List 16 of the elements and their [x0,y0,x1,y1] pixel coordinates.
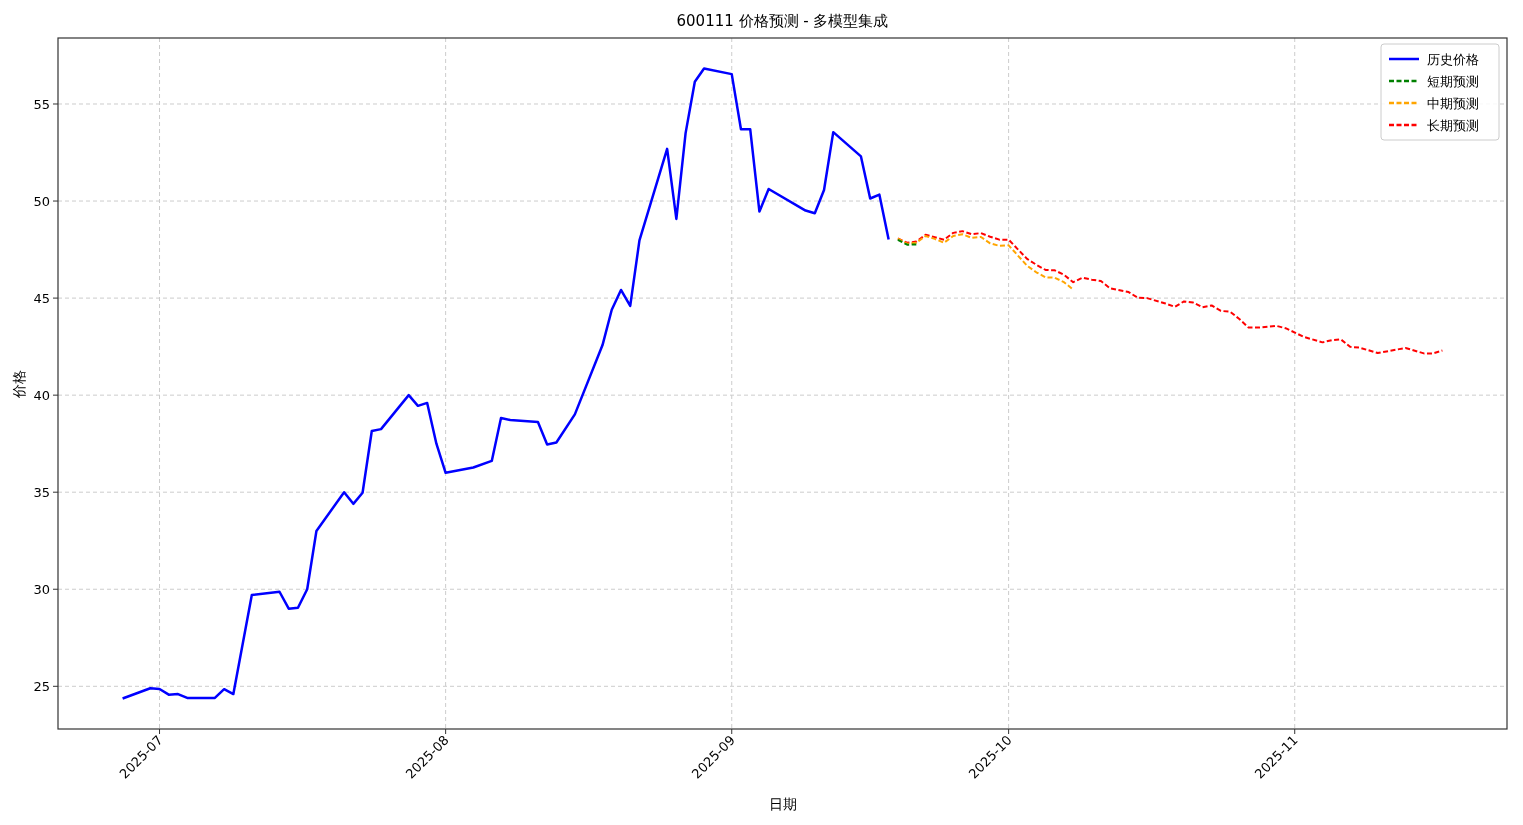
x-axis-title: 日期 [768,796,797,812]
legend-label: 长期预测 [1427,117,1479,133]
y-tick-label: 40 [33,387,50,403]
y-tick-label: 55 [33,96,50,112]
legend-label: 历史价格 [1427,51,1479,67]
line-series [896,233,1075,291]
line-series [121,67,890,700]
y-tick-label: 30 [33,581,50,597]
y-tick-label: 45 [33,290,50,306]
y-tick-label: 35 [33,484,50,500]
y-tick-label: 50 [33,193,50,209]
y-tick-label: 25 [33,678,50,694]
y-axis-title: 价格 [11,369,27,399]
legend-label: 短期预测 [1427,73,1479,89]
chart-title: 600111 价格预测 - 多模型集成 [676,12,889,30]
legend-label: 中期预测 [1427,95,1479,111]
